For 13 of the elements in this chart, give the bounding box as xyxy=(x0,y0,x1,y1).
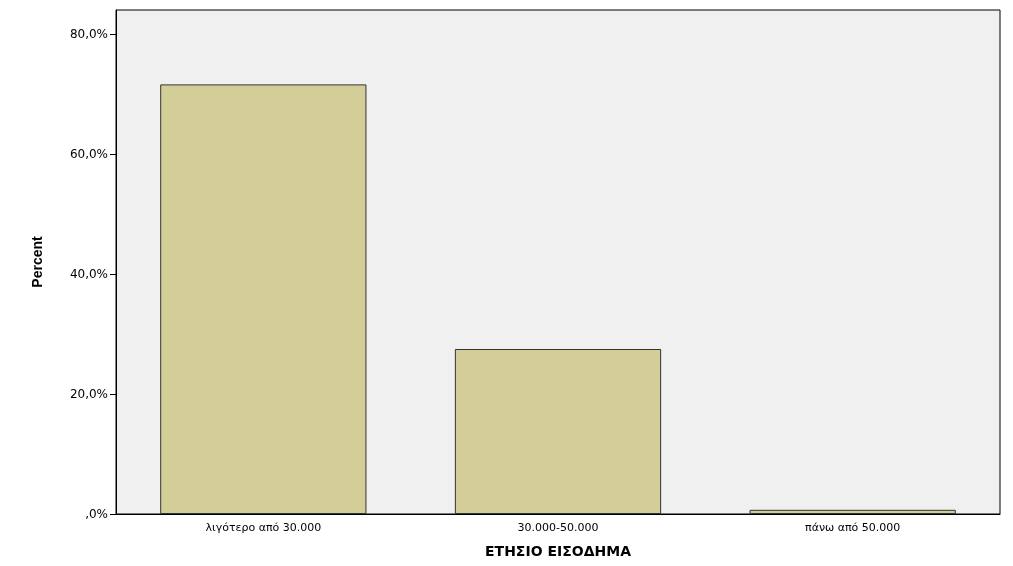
bar xyxy=(160,84,367,514)
y-tick-label: 20,0% xyxy=(69,387,108,401)
x-tick-label: 30.000-50.000 xyxy=(517,521,599,534)
bar xyxy=(454,349,662,514)
x-axis-title: ΕΤΗΣΙΟ ΕΙΣΟΔΗΜΑ xyxy=(485,543,632,559)
y-tick-label: 40,0% xyxy=(69,267,108,281)
bar xyxy=(749,509,956,514)
y-tick-label: 60,0% xyxy=(69,147,108,161)
y-tick-label: ,0% xyxy=(85,507,108,521)
x-tick-label: πάνω από 50.000 xyxy=(805,521,901,534)
x-tick-label: λιγότερο από 30.000 xyxy=(205,521,322,534)
y-tick-label: 80,0% xyxy=(69,27,108,41)
y-axis-title: Percent xyxy=(29,235,45,288)
